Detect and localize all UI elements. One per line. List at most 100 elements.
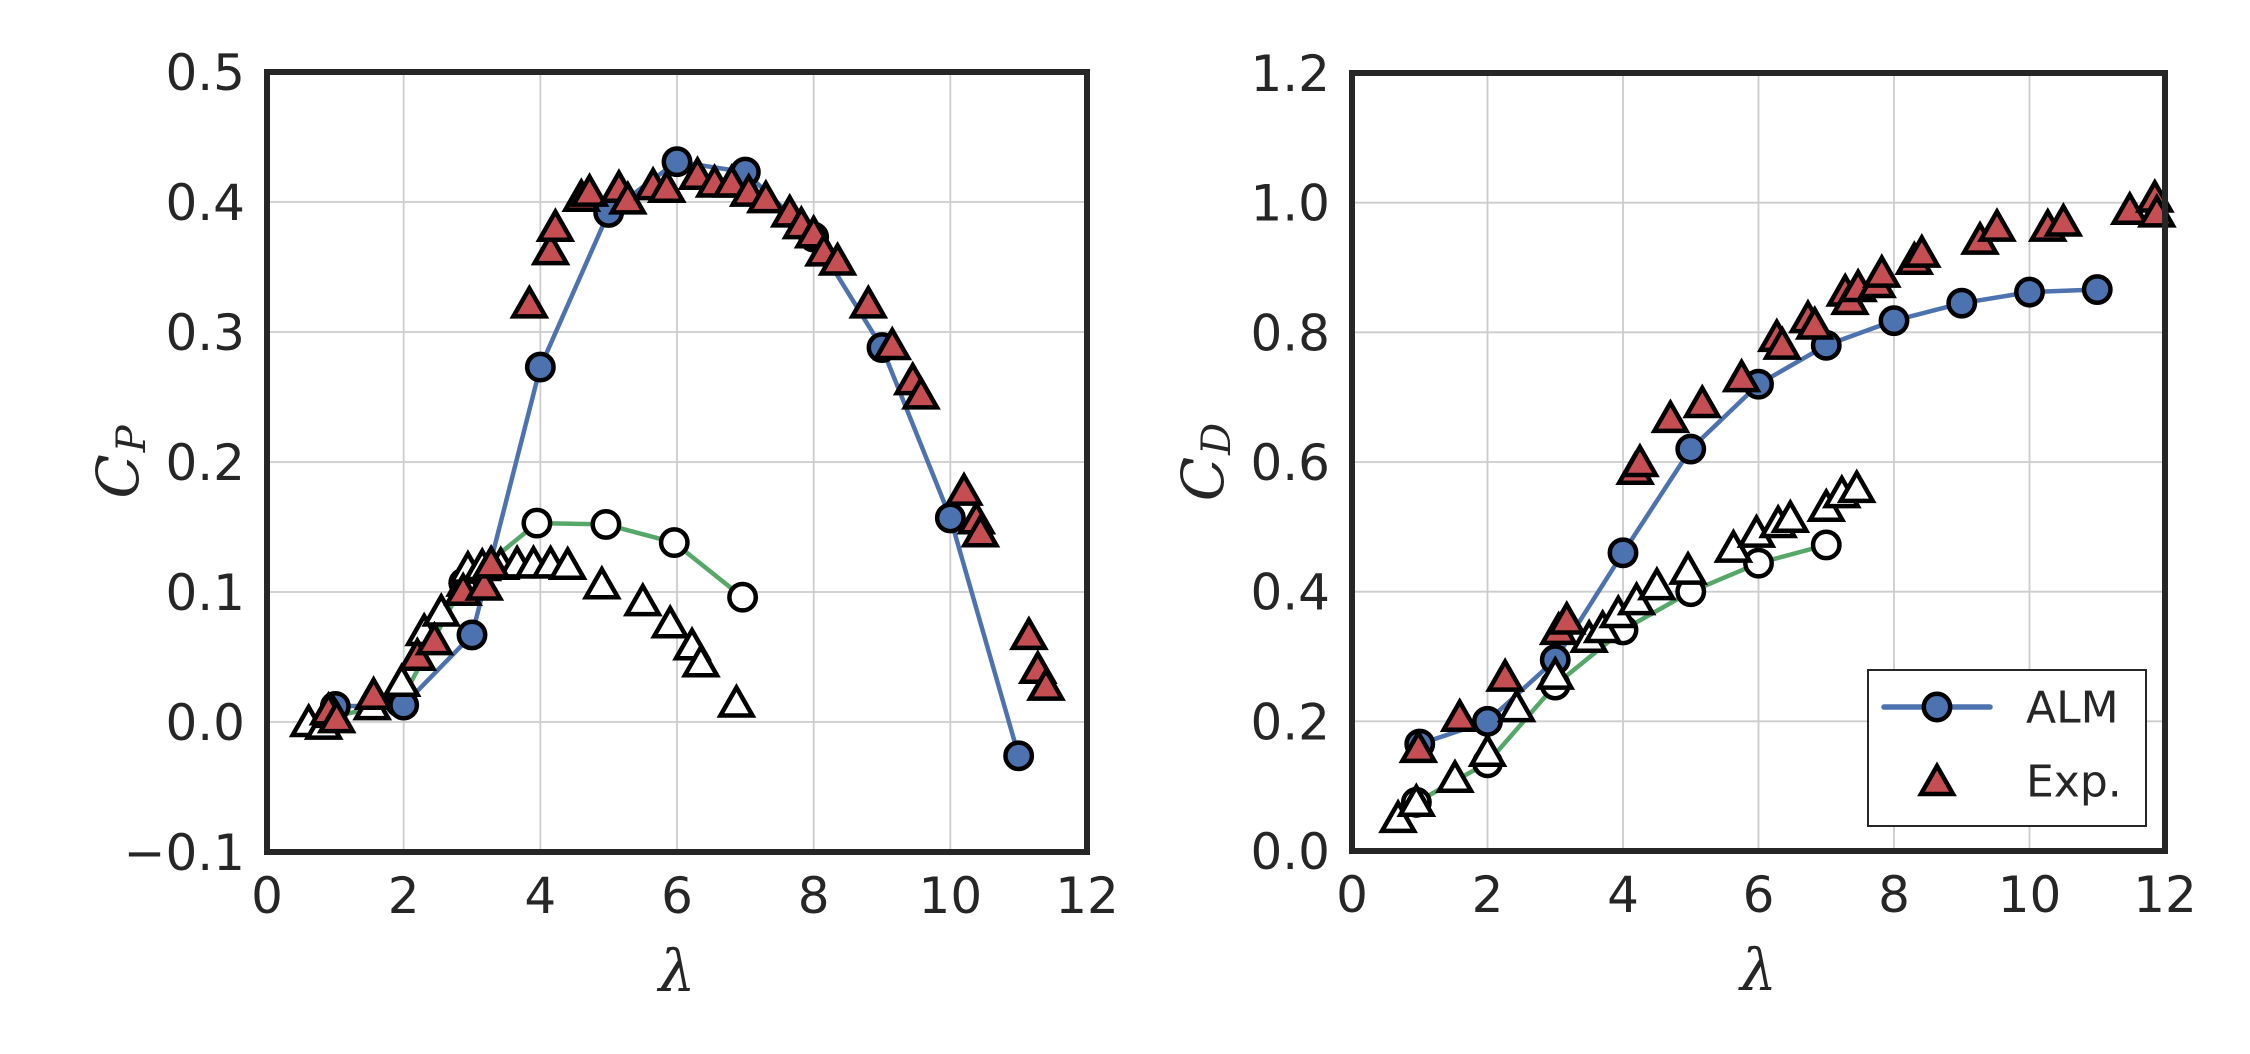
Exp.-marker: [872, 325, 913, 361]
open-circles-green-line-marker: [590, 508, 622, 540]
cp-plot-xtick-label: 10: [919, 867, 983, 925]
cp-plot-xlabel: λ: [657, 937, 696, 1005]
cd-plot-ytick-label: 0.8: [1250, 304, 1330, 362]
legend-ALM-marker: [1921, 691, 1953, 723]
Exp.-marker: [414, 620, 455, 656]
ALM-marker: [1946, 287, 1978, 319]
cd-plot-ytick-label: 0.2: [1250, 693, 1330, 751]
Exp.-marker: [960, 512, 1001, 548]
cp-plot-ticks: 0 2 4 6 8 10 12 −0.1 0.0 0.1 0.2 0.3 0.4 0.5: [124, 44, 1119, 925]
legend: ALM Exp.: [1867, 669, 2147, 827]
cd-plot-ytick-label: 0.4: [1250, 564, 1330, 622]
cp-plot-ytick-label: 0.0: [165, 694, 245, 752]
cp-plot-xtick-label: 4: [524, 867, 556, 925]
cd-plot-xtick-label: 10: [1998, 866, 2062, 924]
Exp.-marker: [1009, 615, 1049, 651]
ALM-marker: [1003, 740, 1035, 772]
open-triangles-marker: [1396, 782, 1437, 817]
Exp.-marker: [745, 178, 786, 214]
cd-plot-ticks: 0 2 4 6 8 10 12 0.0 0.2 0.4 0.6 0.8 1.0 1.2: [1250, 45, 2196, 924]
open-triangles-marker: [716, 682, 757, 718]
Exp.-marker: [1546, 600, 1587, 635]
open-triangles-marker: [681, 642, 721, 678]
open-circles-green-line-marker: [727, 581, 759, 613]
legend-label: ALM: [2026, 683, 2119, 734]
Exp.-marker: [569, 172, 610, 207]
Exp.-marker: [1620, 442, 1660, 478]
cd-plot-ytick-label: 0.6: [1250, 434, 1330, 492]
open-circles-green-line-marker: [1810, 529, 1842, 561]
cp-plot-xtick-label: 0: [251, 867, 283, 925]
cd-plot-xtick-label: 6: [1743, 866, 1775, 924]
open-triangles-marker: [1535, 655, 1576, 690]
cp-plot-ytick-label: 0.1: [165, 564, 245, 622]
cd-plot-xlabel: λ: [1738, 936, 1777, 1004]
ALM-marker: [524, 351, 556, 383]
open-circles-green-line-marker: [658, 527, 690, 559]
Exp.-marker: [1026, 666, 1066, 701]
open-triangles-marker: [1496, 687, 1537, 723]
cd-plot-spines: [1349, 70, 2168, 854]
legend-entry-exp: Exp.: [1917, 757, 2122, 808]
Exp.-marker: [1861, 253, 1902, 288]
open-triangles-marker: [381, 662, 422, 697]
Exp.-marker: [848, 283, 889, 319]
open-triangles-marker: [581, 564, 622, 600]
Exp.-marker: [1977, 207, 2017, 242]
cd-plot-xtick-label: 8: [1878, 866, 1910, 924]
ALM-markers: [1404, 274, 2113, 760]
open-circles-green-line-marker: [521, 507, 553, 539]
Exp.-marker: [1682, 383, 1723, 419]
Exp.-marker: [1901, 233, 1942, 268]
ALM-marker: [2081, 274, 2113, 305]
cp-plot-xtick-label: 8: [798, 867, 830, 925]
Exp.-marker: [353, 675, 394, 710]
open-triangles-marker: [1770, 498, 1811, 534]
cp-plot-ylabel: CP: [84, 424, 155, 498]
Exp.-marker: [464, 565, 505, 601]
cp-plot-series: [288, 146, 1066, 772]
cd-plot-xtick-label: 12: [2133, 866, 2197, 924]
open-triangles-marker: [650, 603, 691, 639]
Exp.-marker: [535, 207, 576, 242]
cp-plot-xtick-label: 2: [388, 867, 420, 925]
cd-plot-ylabel: CD: [1169, 423, 1240, 501]
cp-plot-ytick-label: 0.4: [165, 174, 245, 232]
legend-entry-alm: ALM: [1881, 683, 2119, 734]
Exp.-marker: [1485, 657, 1525, 692]
legend-Exp.-marker: [1917, 761, 1957, 797]
cp-plot-spines: [264, 69, 1090, 855]
open-triangles-marker: [1467, 732, 1508, 768]
Exp.-marker: [646, 168, 687, 203]
ALM-marker: [1878, 305, 1910, 337]
open-triangles-marker: [1668, 550, 1708, 585]
open-triangles-markers: [1378, 468, 1877, 834]
Exp.-marker: [1762, 325, 1803, 360]
ALM-marker: [456, 619, 488, 651]
cd-plot-ytick-label: 1.0: [1250, 175, 1330, 233]
Exp.-marker: [530, 230, 571, 266]
open-triangles-marker: [421, 591, 462, 627]
Exp.-marker: [817, 240, 858, 276]
cd-plot: 0 2 4 6 8 10 12 0.0 0.2 0.4 0.6 0.8 1.0 1.2 λ CD ALM Exp.: [1169, 45, 2197, 1004]
Exp.-marker: [1650, 398, 1691, 434]
cp-plot-ytick-label: 0.2: [165, 434, 245, 492]
cp-plot-ytick-label: 0.3: [165, 304, 245, 362]
ALM-marker: [1607, 537, 1639, 569]
cd-plot-series: [1378, 177, 2177, 834]
Exp.-marker: [1398, 728, 1439, 764]
Exp.-marker: [1721, 357, 1762, 393]
Exp.-marker: [316, 698, 357, 734]
Exp.-markers: [308, 155, 1066, 734]
open-triangles-marker: [1636, 565, 1677, 601]
ALM-marker: [2014, 276, 2045, 308]
open-triangles-marker: [547, 545, 588, 580]
cd-plot-ytick-label: 1.2: [1250, 45, 1330, 103]
cp-plot-ytick-label: 0.5: [165, 44, 245, 102]
open-triangles-marker: [622, 581, 663, 617]
cd-plot-xtick-label: 0: [1336, 866, 1368, 924]
open-triangles-marker: [1836, 468, 1877, 504]
Exp.-marker: [901, 374, 941, 410]
